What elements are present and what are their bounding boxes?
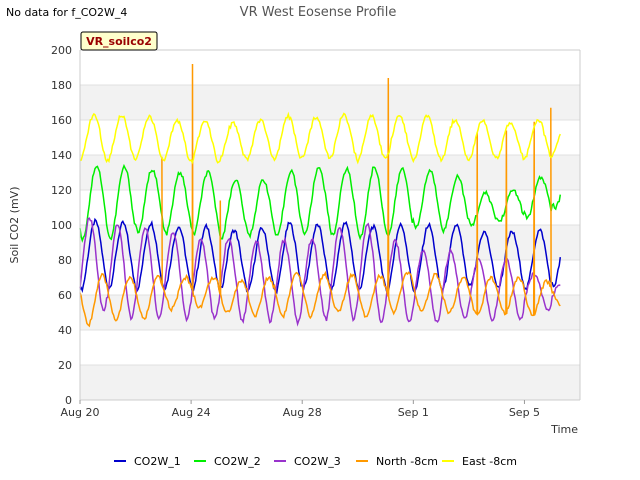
series-line-co2w-3 (79, 217, 561, 327)
y-axis-label: Soil CO2 (mV) (8, 187, 21, 264)
y-tick-label: 60 (58, 289, 72, 302)
x-axis-label: Time (550, 423, 578, 436)
legend-label: CO2W_2 (214, 455, 261, 468)
y-tick-label: 200 (51, 44, 72, 57)
legend: CO2W_1 CO2W_2 CO2W_3 North -8cm East -8cm (114, 455, 517, 468)
y-tick-label: 0 (65, 394, 72, 407)
legend-label: North -8cm (376, 455, 438, 468)
series-line-co2w-2 (79, 163, 562, 243)
y-tick-label: 160 (51, 114, 72, 127)
x-tick-label: Aug 20 (61, 406, 100, 419)
series-line-co2w-1 (79, 217, 562, 295)
site-label-badge: VR_soilco2 (80, 31, 158, 51)
series-lines (79, 63, 562, 328)
no-data-note: No data for f_CO2W_4 (6, 6, 128, 19)
plot-band (80, 365, 580, 400)
x-tick-label: Aug 28 (283, 406, 322, 419)
y-tick-label: 120 (51, 184, 72, 197)
legend-label: East -8cm (462, 455, 517, 468)
axes: 0 20 40 60 80 100 120 140 160 180 200 Aug 20 Aug 24 A… (51, 44, 581, 419)
plot-band (80, 85, 580, 120)
x-tick-label: Sep 5 (509, 406, 540, 419)
plot-band (80, 50, 580, 85)
y-tick-label: 40 (58, 324, 72, 337)
chart-title: VR West Eosense Profile (240, 5, 397, 20)
x-tick-label: Sep 1 (398, 406, 429, 419)
series-line-north-8cm (79, 63, 561, 328)
plot-band (80, 330, 580, 365)
y-tick-label: 80 (58, 254, 72, 267)
y-tick-label: 100 (51, 219, 72, 232)
y-tick-label: 140 (51, 149, 72, 162)
series-line-east-8cm (79, 111, 561, 165)
y-tick-label: 20 (58, 359, 72, 372)
plot-band (80, 120, 580, 155)
legend-label: CO2W_1 (134, 455, 181, 468)
site-label-text: VR_soilco2 (86, 35, 152, 48)
y-tick-label: 180 (51, 79, 72, 92)
x-tick-label: Aug 24 (172, 406, 211, 419)
legend-label: CO2W_3 (294, 455, 341, 468)
